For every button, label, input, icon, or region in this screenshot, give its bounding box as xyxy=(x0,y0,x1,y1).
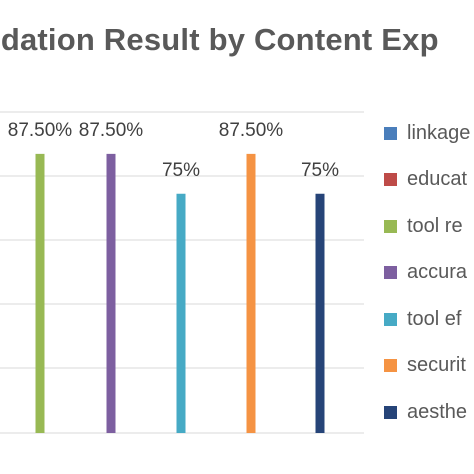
legend-item-aesthe: aesthe xyxy=(384,397,467,427)
legend-label: securit xyxy=(407,354,466,376)
data-labels: 87.50% 87.50% 75% 87.50% 75% xyxy=(8,120,339,181)
legend-item-accura: accura xyxy=(384,258,467,288)
legend-item-tool-re: tool re xyxy=(384,211,463,241)
data-label-tool-ef: 75% xyxy=(162,160,200,181)
chart-title-text: idation Result by Content Exp xyxy=(0,22,439,57)
chart-title: idation Result by Content Exp xyxy=(0,22,474,68)
legend-swatch xyxy=(384,173,397,186)
legend-item-tool-ef: tool ef xyxy=(384,304,461,334)
data-label-tool-re: 87.50% xyxy=(8,120,73,141)
legend-swatch xyxy=(384,312,397,326)
data-label-securit: 87.50% xyxy=(219,120,284,141)
data-label-aesthe: 75% xyxy=(301,160,339,181)
legend-label: accura xyxy=(407,261,468,283)
bar-securit xyxy=(246,153,256,433)
legend: linkage educat tool re accura tool ef securit… xyxy=(384,118,474,444)
legend-item-educat: educat xyxy=(384,165,467,195)
legend-swatch xyxy=(384,266,397,279)
legend-label: tool re xyxy=(407,214,463,237)
legend-label: linkage xyxy=(407,121,471,144)
legend-swatch xyxy=(384,219,397,233)
bar-tool-ef xyxy=(176,193,186,433)
legend-swatch xyxy=(384,359,397,372)
bar-accura xyxy=(106,153,116,433)
legend-swatch xyxy=(384,126,397,140)
data-label-accura: 87.50% xyxy=(79,120,144,141)
bars xyxy=(35,153,325,433)
bar-aesthe xyxy=(315,193,325,433)
legend-item-securit: securit xyxy=(384,351,466,381)
legend-item-linkage: linkage xyxy=(384,118,470,148)
legend-label: tool ef xyxy=(407,307,462,330)
legend-swatch xyxy=(384,405,397,419)
bar-tool-re xyxy=(35,153,45,433)
legend-label: educat xyxy=(407,168,468,190)
legend-label: aesthe xyxy=(407,400,468,423)
